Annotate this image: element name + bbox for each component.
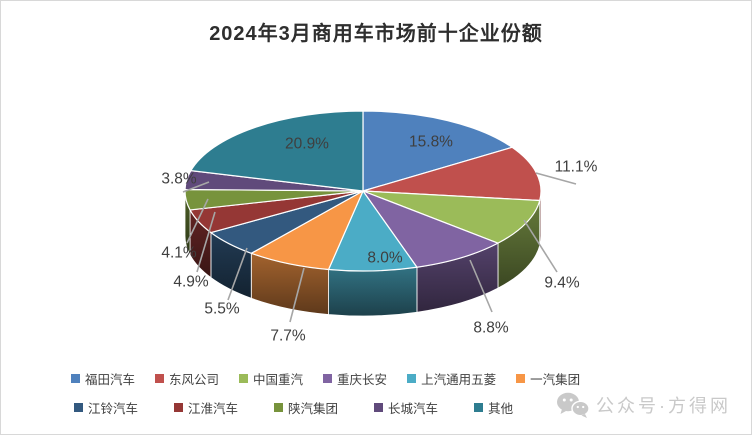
legend-label: 陕汽集团	[288, 402, 339, 416]
label-leader-line	[289, 267, 305, 323]
legend-label: 上汽通用五菱	[421, 373, 497, 387]
legend-marker	[474, 403, 484, 412]
legend-label: 东风公司	[169, 373, 220, 387]
label-leader-line	[535, 172, 577, 185]
label-leader-line	[523, 219, 558, 273]
legend-item: 东风公司	[155, 369, 219, 388]
legend-item: 福田汽车	[71, 369, 135, 388]
data-label: 4.9%	[173, 274, 209, 291]
label-leader-line	[227, 247, 248, 301]
data-label: 4.1%	[161, 245, 197, 262]
legend-marker	[155, 374, 165, 383]
legend-item: 一汽集团	[516, 369, 580, 388]
legend-marker	[516, 374, 526, 383]
legend-item: 上汽通用五菱	[407, 369, 496, 388]
legend-label: 长城汽车	[388, 402, 439, 416]
legend-item: 江淮汽车	[174, 398, 238, 417]
legend-item: 重庆长安	[323, 369, 387, 388]
legend-marker	[274, 403, 284, 412]
legend-item: 中国重汽	[239, 369, 303, 388]
chart-title: 2024年3月商用车市场前十企业份额	[209, 23, 543, 45]
legend-item: 陕汽集团	[274, 398, 338, 417]
pie-slice	[190, 110, 364, 192]
label-leader-line	[186, 198, 209, 244]
label-leader-line	[182, 181, 210, 193]
chart-legend-row-1: 福田汽车 东风公司 中国重汽 重庆长安 上汽通用五菱 一汽集团	[71, 369, 580, 388]
data-label: 5.5%	[204, 301, 240, 318]
data-label: 7.7%	[270, 328, 306, 345]
data-label: 20.9%	[285, 136, 329, 153]
legend-marker	[323, 374, 333, 383]
data-label: 9.4%	[544, 275, 580, 292]
legend-label: 中国重汽	[253, 373, 304, 387]
pie-slice	[362, 110, 513, 192]
legend-item: 长城汽车	[374, 398, 438, 417]
legend-marker	[239, 374, 249, 383]
legend-label: 重庆长安	[337, 373, 388, 387]
legend-marker	[374, 403, 384, 412]
watermark-text: 公众号·方得网	[596, 396, 731, 416]
legend-label: 江淮汽车	[188, 402, 239, 416]
pie-slice-side	[328, 266, 418, 317]
legend-item: 江铃汽车	[74, 398, 138, 417]
data-label: 15.8%	[409, 134, 453, 151]
legend-label: 福田汽车	[85, 373, 136, 387]
legend-marker	[174, 403, 184, 412]
chart-legend-row-2: 江铃汽车 江淮汽车 陕汽集团 长城汽车 其他	[74, 398, 513, 417]
pie-slice	[327, 190, 418, 272]
legend-item: 其他	[474, 398, 513, 417]
data-label: 3.8%	[161, 171, 197, 188]
pie-slice	[362, 190, 499, 268]
legend-marker	[407, 374, 417, 383]
data-label: 8.0%	[367, 250, 403, 267]
wechat-icon	[557, 392, 590, 418]
watermark: 公众号·方得网	[556, 391, 731, 419]
pie-chart: 15.8% 11.1% 9.4% 8.8% 8.0% 7.7% 5.5% 4.9% 4.1% 3.…	[161, 110, 598, 345]
data-label: 11.1%	[555, 159, 598, 176]
legend-marker	[71, 374, 80, 383]
legend-label: 其他	[488, 402, 514, 416]
legend-marker	[74, 403, 83, 412]
label-leader-line	[196, 211, 216, 273]
data-label: 8.8%	[473, 320, 509, 337]
legend-label: 一汽集团	[530, 373, 581, 387]
legend-label: 江铃汽车	[88, 402, 139, 416]
label-leader-line	[469, 259, 493, 313]
